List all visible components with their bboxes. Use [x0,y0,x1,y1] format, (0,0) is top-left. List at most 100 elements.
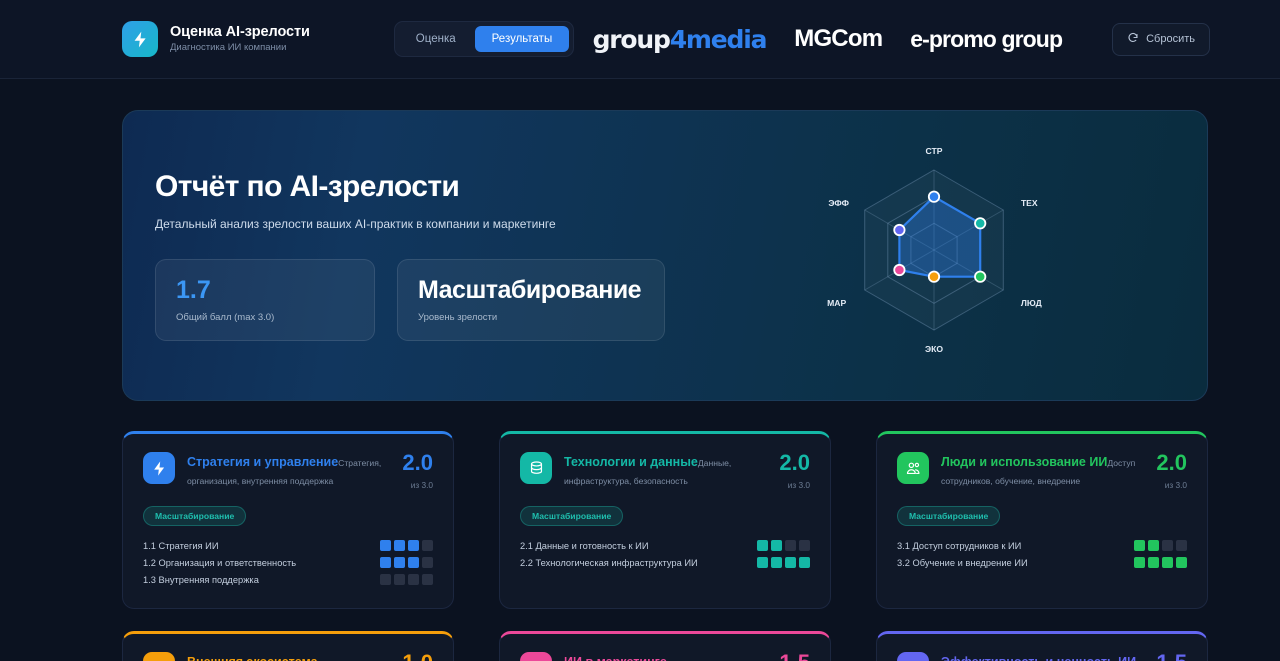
category-score: 2.0 из 3.0 [1156,452,1187,491]
category-score: 2.0 из 3.0 [779,450,810,491]
logo-group4media-pre: group [592,24,671,54]
view-tabs: Оценка Результаты [393,21,575,57]
category-name: Стратегия и управление [187,455,339,469]
score-dot [1148,557,1159,568]
category-card[interactable]: Стратегия и управлениеСтратегия, организ… [122,431,454,609]
report-hero-panel: Отчёт по AI-зрелости Детальный анализ зр… [122,110,1208,401]
category-description: Данные, инфраструктура, безопасность [564,458,732,486]
category-score: 1.5из 3.0 [1156,652,1187,661]
category-titles: Эффективность и ценность ИИ [941,652,1144,661]
category-titles: Внешняя экосистема [187,652,390,661]
category-score-value: 2.0 [779,450,810,475]
category-header: ИИ в маркетинге 1.5из 3.0 [520,652,810,661]
score-dot [408,557,419,568]
score-dot [422,574,433,585]
bar-chart-icon [897,652,929,661]
logo-group4media-highlight: 4 [669,24,687,54]
score-dots [380,574,433,585]
score-dot [771,557,782,568]
score-dots [380,540,433,551]
score-dot [1162,557,1173,568]
subcriteria-row: 3.1 Доступ сотрудников к ИИ [897,540,1187,551]
category-score: 2.0 из 3.0 [402,450,433,491]
reset-button[interactable]: Сбросить [1112,22,1210,56]
radar-axis-label: ЛЮД [1021,298,1042,308]
category-header: Люди и использование ИИДоступ сотруднико… [897,452,1187,490]
category-description: Доступ сотрудников, обучение, внедрение [941,458,1136,486]
category-name: Люди и использование ИИ [941,455,1108,469]
score-dot [394,574,405,585]
subcriteria-row: 2.1 Данные и готовность к ИИ [520,540,810,551]
subcriteria-label: 2.1 Данные и готовность к ИИ [520,540,649,551]
category-card[interactable]: Люди и использование ИИДоступ сотруднико… [876,431,1208,609]
subcriteria-row: 3.2 Обучение и внедрение ИИ [897,557,1187,568]
hero-right: СТР ТЕХ ЛЮД ЭКО МАР ЭФФ [683,136,1207,376]
category-titles: Технологии и данныеДанные, инфраструктур… [564,452,767,489]
radar-axis-label: ЭФФ [828,198,849,208]
score-dot [799,557,810,568]
score-dot [771,540,782,551]
subcriteria-label: 1.3 Внутренняя поддержка [143,574,259,585]
overall-score-value: 1.7 [176,276,211,305]
score-dot [422,557,433,568]
reset-label: Сбросить [1146,33,1195,45]
score-dot [1176,557,1187,568]
lightning-bolt-icon [143,452,175,484]
lightning-bolt-icon [122,21,158,57]
category-score: 1.0из 3.0 [402,652,433,661]
maturity-level-label: Уровень зрелости [418,311,498,323]
tab-results[interactable]: Результаты [474,26,570,52]
category-card[interactable]: Технологии и данныеДанные, инфраструктур… [499,431,831,609]
score-dots [757,540,810,551]
users-icon [897,452,929,484]
subcriteria-row: 1.3 Внутренняя поддержка [143,574,433,585]
score-dot [380,557,391,568]
category-score-value: 1.0 [402,650,433,661]
category-header: Технологии и данныеДанные, инфраструктур… [520,452,810,490]
radar-chart: СТР ТЕХ ЛЮД ЭКО МАР ЭФФ [827,146,1042,354]
subcriteria-row: 1.2 Организация и ответственность [143,557,433,568]
star-icon [520,652,552,661]
maturity-badge: Масштабирование [143,506,247,526]
score-dot [408,540,419,551]
category-score-max: из 3.0 [1164,480,1187,490]
score-dot [380,574,391,585]
maturity-badge: Масштабирование [520,506,624,526]
score-dot [394,540,405,551]
score-dots [1134,557,1187,568]
page-subtitle: Детальный анализ зрелости ваших AI-практ… [155,217,556,232]
score-dot [757,540,768,551]
radar-axis-label: МАР [827,298,846,308]
category-score: 1.5из 3.0 [779,652,810,661]
subcriteria-list: 1.1 Стратегия ИИ 1.2 Организация и ответс… [143,540,433,585]
category-card[interactable]: Эффективность и ценность ИИ 1.5из 3.0 [876,631,1208,661]
tab-assessment[interactable]: Оценка [399,26,473,52]
logo-mgcom: MGCom [794,25,883,52]
category-score-value: 2.0 [402,450,433,475]
logo-group4media: group4media [592,24,768,54]
category-header: Внешняя экосистема 1.0из 3.0 [143,652,433,661]
category-name: Эффективность и ценность ИИ [941,655,1136,661]
score-dot [785,540,796,551]
category-score-value: 1.5 [779,650,810,661]
category-name: ИИ в маркетинге [564,655,667,661]
score-dots [380,557,433,568]
category-card[interactable]: ИИ в маркетинге 1.5из 3.0 [499,631,831,661]
subcriteria-list: 3.1 Доступ сотрудников к ИИ 3.2 Обучение … [897,540,1187,568]
category-description: Стратегия, организация, внутренняя подде… [187,458,382,486]
score-dot [1134,540,1145,551]
subcriteria-label: 3.2 Обучение и внедрение ИИ [897,557,1028,568]
category-score-max: из 3.0 [410,480,433,490]
score-dot [1134,557,1145,568]
score-dot [1176,540,1187,551]
overall-score-card: 1.7 Общий балл (max 3.0) [155,259,375,341]
category-score-value: 1.5 [1156,650,1187,661]
subcriteria-label: 2.2 Технологическая инфраструктура ИИ [520,557,698,568]
maturity-level-value: Масштабирование [418,276,642,305]
brand: Оценка AI-зрелости Диагностика ИИ компан… [122,21,310,57]
category-card[interactable]: Внешняя экосистема 1.0из 3.0 [122,631,454,661]
score-dot [394,557,405,568]
subcriteria-label: 1.1 Стратегия ИИ [143,540,219,551]
category-titles: Стратегия и управлениеСтратегия, организ… [187,452,390,489]
logo-epromo: e-promo group [910,25,1063,52]
